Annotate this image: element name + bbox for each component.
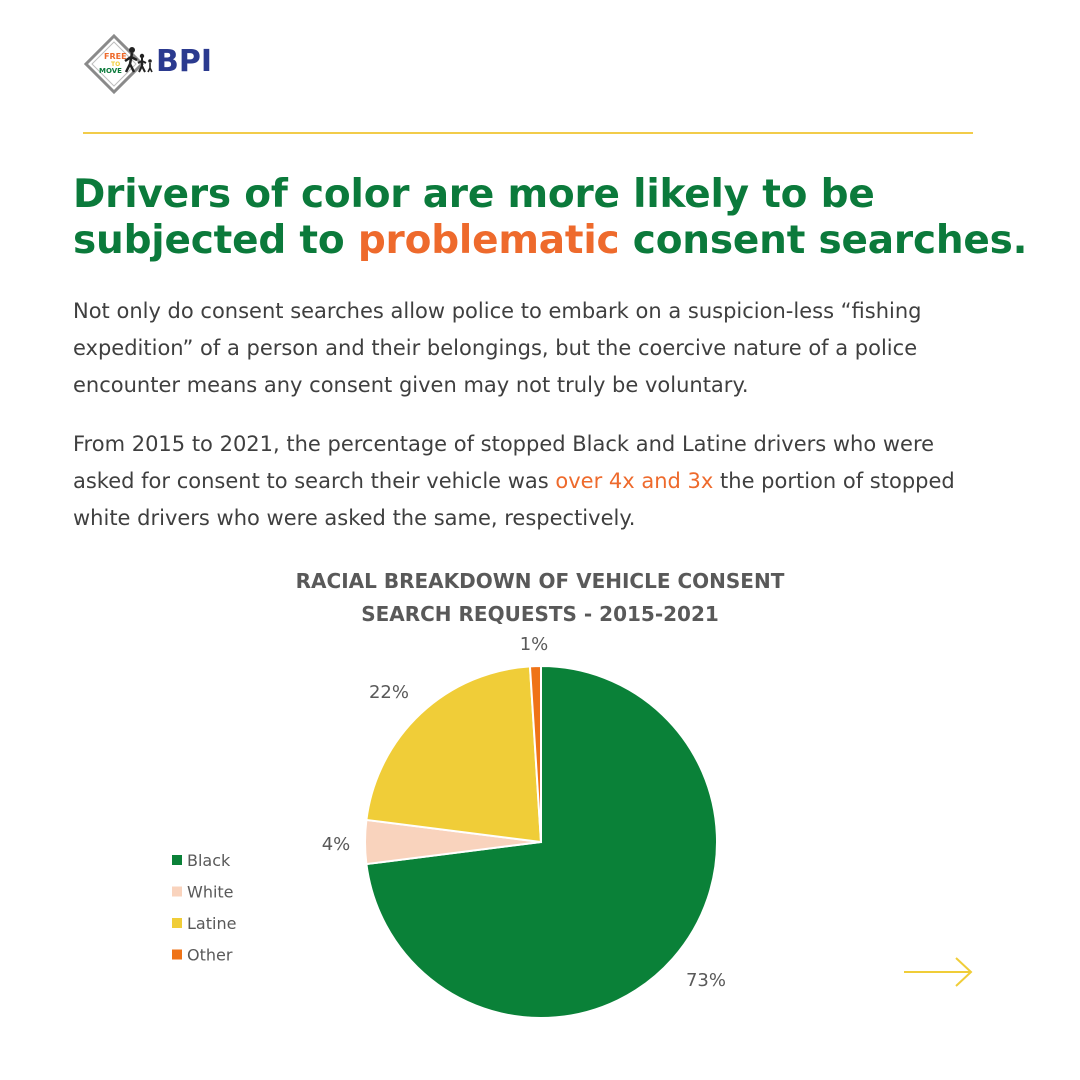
legend-label-white: White (187, 883, 234, 902)
arrow-right-icon[interactable] (904, 955, 974, 989)
headline-highlight: problematic (357, 218, 620, 263)
bpi-logo-text: BPI (156, 44, 213, 79)
headline-text-end: consent searches. (619, 218, 1028, 263)
chart-legend: Black White Latine Other (172, 851, 236, 965)
legend-swatch-black (172, 855, 182, 865)
chart-title-line-1: RACIAL BREAKDOWN OF VEHICLE CONSENT (295, 569, 785, 593)
svg-text:MOVE: MOVE (99, 67, 122, 75)
pie-slice-latine (365, 665, 543, 844)
free-to-move-badge-icon: FREE TO MOVE (83, 33, 153, 95)
chart-title: RACIAL BREAKDOWN OF VEHICLE CONSENT SEAR… (290, 565, 790, 631)
legend-swatch-other (172, 949, 182, 960)
headline: Drivers of color are more likely to be s… (73, 172, 1033, 264)
data-label-latine: 22% (369, 682, 409, 703)
legend-label-other: Other (187, 946, 233, 965)
stats-paragraph: From 2015 to 2021, the percentage of sto… (73, 426, 973, 537)
svg-text:TO: TO (111, 61, 120, 68)
legend-label-latine: Latine (187, 914, 236, 933)
svg-text:FREE: FREE (104, 52, 127, 61)
data-label-white: 4% (322, 834, 351, 855)
stats-highlight: over 4x and 3x (555, 469, 714, 493)
stats-paragraph-end: the portion of stopped white drivers who… (73, 469, 955, 530)
legend-swatch-white (172, 886, 182, 897)
stats-paragraph-start: From 2015 to 2021, the percentage of sto… (73, 432, 935, 493)
divider (83, 132, 973, 134)
intro-paragraph: Not only do consent searches allow polic… (73, 299, 922, 397)
legend-swatch-latine (172, 918, 182, 928)
data-label-other: 1% (520, 634, 549, 655)
pie-slice-other (528, 664, 542, 843)
legend-label-black: Black (187, 851, 231, 870)
headline-text-start: Drivers of color are more likely to be s… (73, 172, 875, 263)
chart-title-line-2: SEARCH REQUESTS - 2015-2021 (361, 602, 719, 626)
data-label-black: 73% (686, 970, 726, 991)
brand-logo: FREE TO MOVE BPI (83, 33, 214, 96)
